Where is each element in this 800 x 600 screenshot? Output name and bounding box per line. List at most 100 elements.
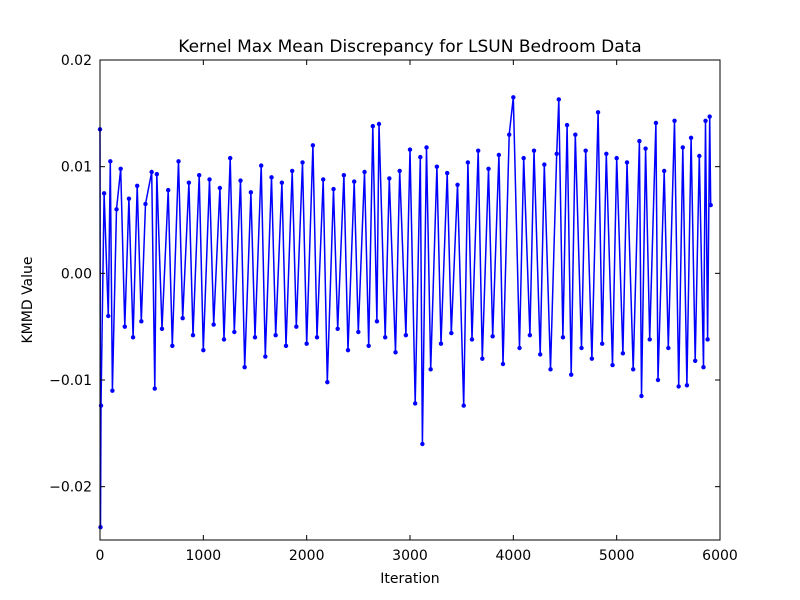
y-tick-label: −0.02 xyxy=(49,480,92,496)
data-point xyxy=(556,97,561,102)
data-point xyxy=(374,319,380,324)
data-point xyxy=(666,345,671,351)
series-line xyxy=(99,97,712,528)
data-point xyxy=(397,168,402,174)
data-point xyxy=(248,190,254,195)
data-point xyxy=(242,365,247,370)
data-point xyxy=(321,177,326,182)
data-point xyxy=(143,201,148,207)
data-point xyxy=(269,175,274,180)
data-point xyxy=(314,335,320,340)
data-point xyxy=(232,329,237,335)
x-axis: 0 1000 2000 3000 4000 5000 6000 xyxy=(96,60,738,564)
data-point xyxy=(152,386,157,391)
x-tick-label: 3000 xyxy=(392,548,428,564)
data-point xyxy=(211,322,216,327)
data-point xyxy=(159,326,165,331)
y-tick-label: 0.00 xyxy=(61,266,92,282)
data-point xyxy=(655,377,661,383)
data-point xyxy=(190,333,196,338)
data-point xyxy=(434,164,440,169)
x-tick-label: 4000 xyxy=(496,548,532,564)
data-point xyxy=(170,343,175,349)
data-point xyxy=(197,173,202,178)
data-point xyxy=(517,345,522,351)
data-point xyxy=(166,187,171,193)
y-axis: −0.02 −0.01 0.00 0.01 0.02 xyxy=(49,53,720,496)
data-point xyxy=(341,173,347,178)
data-point xyxy=(531,148,537,153)
data-point xyxy=(310,143,316,148)
data-point xyxy=(149,169,154,175)
data-point xyxy=(221,337,227,342)
data-point xyxy=(356,329,361,335)
data-point xyxy=(461,403,466,408)
data-point xyxy=(703,118,708,124)
data-point xyxy=(507,132,512,137)
data-point xyxy=(259,163,264,168)
data-point xyxy=(126,196,132,201)
data-point xyxy=(201,347,206,353)
data-point xyxy=(604,151,609,157)
data-point xyxy=(589,356,595,361)
data-point xyxy=(176,159,181,164)
y-axis-label: KMMD Value xyxy=(20,256,36,343)
data-point xyxy=(139,319,144,324)
data-point xyxy=(403,333,409,338)
data-point xyxy=(438,341,444,346)
data-point xyxy=(263,354,268,359)
data-point xyxy=(345,347,351,353)
data-point xyxy=(207,177,212,182)
chart-title: Kernel Max Mean Discrepancy for LSUN Bed… xyxy=(178,37,641,57)
data-point xyxy=(469,337,475,342)
data-point xyxy=(643,146,648,151)
data-point xyxy=(610,362,615,368)
x-tick-label: 6000 xyxy=(702,548,738,564)
data-point xyxy=(676,384,681,389)
data-point xyxy=(114,207,119,212)
data-point xyxy=(639,393,644,399)
data-point xyxy=(186,180,192,185)
data-point xyxy=(672,118,677,124)
data-point xyxy=(418,154,423,160)
data-point xyxy=(511,95,516,100)
data-point xyxy=(331,186,336,192)
data-point xyxy=(407,147,413,152)
data-point xyxy=(393,350,398,355)
data-point xyxy=(647,337,652,342)
data-point xyxy=(554,151,559,157)
data-point xyxy=(180,315,185,321)
data-point xyxy=(352,179,357,184)
data-point xyxy=(449,330,454,336)
data-point xyxy=(122,324,128,329)
data-point xyxy=(108,159,113,164)
data-point xyxy=(688,135,694,141)
data-point xyxy=(98,403,104,408)
data-point xyxy=(335,326,340,331)
data-point xyxy=(455,182,460,187)
data-point xyxy=(486,166,491,171)
data-point xyxy=(693,358,698,363)
data-point xyxy=(684,383,690,388)
data-point xyxy=(662,168,667,174)
x-axis-label: Iteration xyxy=(380,571,439,587)
data-point xyxy=(362,169,367,175)
data-point xyxy=(135,183,140,189)
data-point xyxy=(631,367,636,372)
data-point xyxy=(154,171,160,177)
data-point xyxy=(705,337,710,342)
data-point xyxy=(564,122,570,128)
data-point xyxy=(680,145,685,150)
data-point xyxy=(420,441,425,447)
data-point xyxy=(294,324,299,329)
data-point xyxy=(217,185,223,191)
x-tick-label: 5000 xyxy=(599,548,635,564)
data-point xyxy=(465,160,471,165)
x-tick-label: 2000 xyxy=(289,548,325,564)
data-point xyxy=(637,138,642,144)
data-point xyxy=(98,525,103,530)
x-tick-label: 1000 xyxy=(186,548,222,564)
data-point xyxy=(624,160,630,165)
data-point xyxy=(697,153,702,159)
